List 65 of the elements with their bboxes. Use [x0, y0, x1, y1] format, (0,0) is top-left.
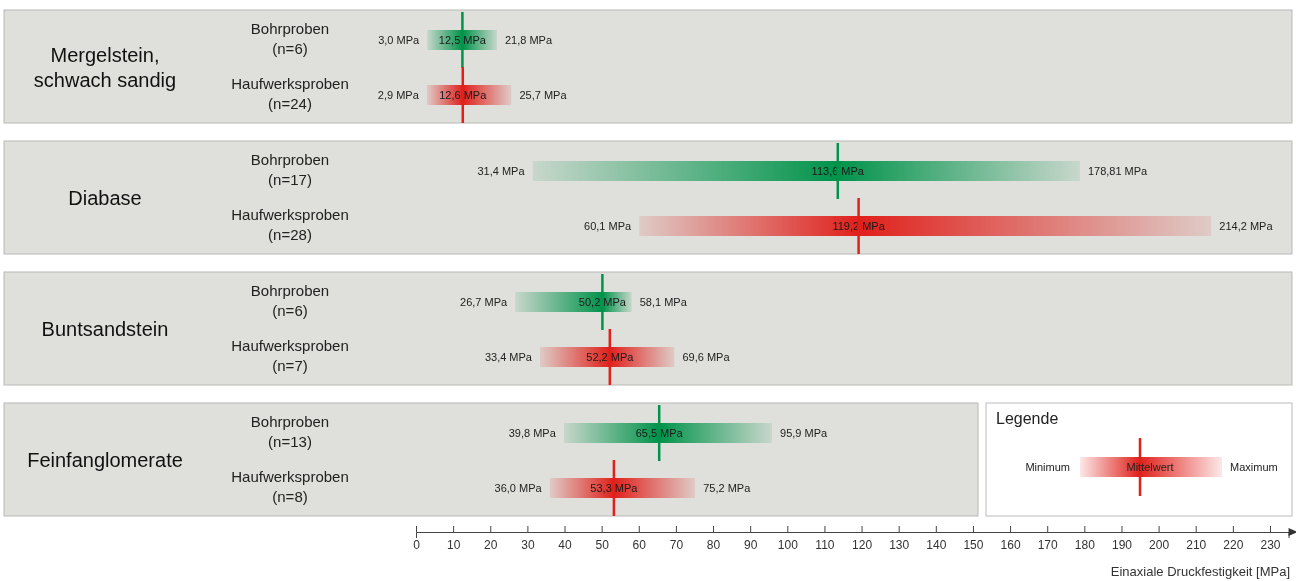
x-tick-label: 40 — [558, 537, 573, 552]
data-label: 50,2 MPa — [578, 296, 627, 308]
x-tick-label: 120 — [852, 537, 873, 552]
x-tick-label: 100 — [777, 537, 799, 552]
annotation: 33,4 MPa — [484, 351, 533, 363]
y-tick-label: Haufwerksproben (n=8) — [231, 468, 349, 505]
y-tick-label: Haufwerksproben (n=24) — [231, 75, 349, 112]
x-tick-label: 170 — [1037, 537, 1059, 552]
annotation: 36,0 MPa — [494, 482, 543, 494]
x-tick-label: 30 — [521, 537, 535, 552]
x-tick-label: 10 — [446, 537, 461, 552]
annotation: 75,2 MPa — [703, 482, 752, 494]
x-tick-label: 130 — [889, 537, 910, 552]
x-axis-title: Einaxiale Druckfestigkeit [MPa] — [1110, 564, 1290, 579]
annotation: 214,2 MPa — [1219, 220, 1274, 232]
x-tick-label: 150 — [963, 537, 984, 552]
x-tick-label: 160 — [1000, 537, 1021, 552]
data-label: 65,5 MPa — [635, 427, 684, 439]
y-tick-label: Haufwerksproben (n=7) — [231, 337, 349, 374]
y-tick-label: Haufwerksproben (n=28) — [231, 206, 349, 243]
text: Mergelstein, schwach sandig — [33, 43, 177, 91]
x-tick-label: 80 — [706, 537, 721, 552]
annotation: 3,0 MPa — [378, 34, 421, 46]
y-tick-label: Bohrproben (n=13) — [250, 413, 330, 450]
annotation: Mittelwert — [1126, 461, 1174, 473]
data-label: 12,6 MPa — [439, 89, 488, 101]
x-tick-label: 110 — [815, 537, 835, 552]
data-label: 52,2 MPa — [586, 351, 635, 363]
data-label: 12,5 MPa — [438, 34, 487, 46]
data-label: 113,6 MPa — [811, 165, 865, 177]
x-tick-label: 220 — [1223, 537, 1244, 552]
x-tick-label: 230 — [1260, 537, 1281, 552]
legend-title: Legende — [996, 410, 1059, 427]
annotation: 39,8 MPa — [508, 427, 557, 439]
x-tick-label: 50 — [595, 537, 610, 552]
annotation: 58,1 MPa — [639, 296, 688, 308]
annotation: 178,81 MPa — [1087, 165, 1149, 177]
x-tick-label: 20 — [484, 537, 498, 552]
x-tick-label: 140 — [926, 537, 947, 552]
annotation: Minimum — [1025, 461, 1070, 473]
annotation: 31,4 MPa — [477, 165, 526, 177]
text: Buntsandstein — [41, 317, 169, 340]
annotation: 2,9 MPa — [377, 89, 420, 101]
y-tick-label: Bohrproben (n=6) — [250, 20, 330, 57]
x-tick-label: 210 — [1186, 537, 1207, 552]
x-tick-label: 0 — [413, 537, 421, 552]
y-tick-label: Bohrproben (n=17) — [250, 151, 330, 188]
annotation: 25,7 MPa — [519, 89, 568, 101]
x-tick-label: 90 — [743, 537, 758, 552]
data-label: 119,2 MPa — [832, 220, 886, 232]
x-tick-label: 200 — [1149, 537, 1170, 552]
data-label: 53,3 MPa — [590, 482, 639, 494]
y-tick-label: Bohrproben (n=6) — [250, 282, 330, 319]
annotation: 69,6 MPa — [682, 351, 731, 363]
annotation: 26,7 MPa — [460, 296, 509, 308]
annotation: 95,9 MPa — [780, 427, 829, 439]
text: Feinfanglomerate — [27, 448, 183, 471]
x-tick-label: 190 — [1111, 537, 1133, 552]
annotation: 21,8 MPa — [504, 34, 553, 46]
x-tick-label: 70 — [669, 537, 684, 552]
annotation: Maximum — [1230, 461, 1278, 473]
text: Diabase — [68, 186, 142, 209]
x-tick-label: 60 — [632, 537, 647, 552]
x-tick-label: 180 — [1074, 537, 1096, 552]
annotation: 60,1 MPa — [584, 220, 633, 232]
